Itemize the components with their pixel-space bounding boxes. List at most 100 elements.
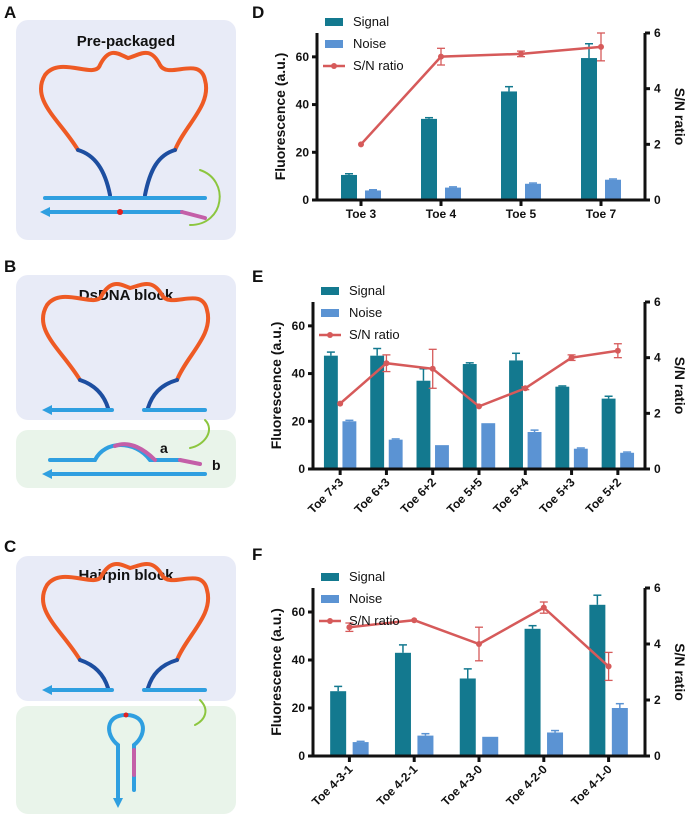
noise-bar: [611, 708, 628, 756]
signal-bar: [509, 360, 523, 469]
signal-bar: [462, 364, 477, 469]
x-tick-label: Toe 4: [426, 207, 457, 221]
y-axis-label: Fluorescence (a.u.): [268, 608, 284, 736]
panel-a-background: [16, 20, 236, 240]
noise-bar: [620, 452, 635, 469]
signal-bar: [581, 58, 597, 200]
legend-noise-swatch: [325, 40, 343, 48]
y-tick-label: 40: [296, 98, 310, 112]
x-tick-label: Toe 4-1-0: [568, 762, 615, 809]
y-tick-label: 20: [292, 701, 306, 715]
y-axis-label: Fluorescence (a.u.): [272, 53, 288, 181]
sn-ratio-point: [429, 365, 436, 372]
legend-signal-label: Signal: [349, 569, 385, 584]
noise-bar: [605, 179, 621, 200]
y-tick-label: 60: [292, 319, 306, 333]
noise-bar: [435, 445, 449, 469]
noise-bar: [445, 187, 461, 200]
legend-ratio-point: [327, 618, 333, 624]
dsdna-block-diagram: [40, 282, 211, 479]
legend-noise-label: Noise: [349, 591, 382, 606]
legend-noise-swatch: [321, 595, 339, 603]
x-tick-label: Toe 3: [346, 207, 377, 221]
panel-label-d: D: [252, 3, 264, 22]
legend-ratio-point: [331, 63, 337, 69]
sn-ratio-point: [411, 617, 418, 624]
panel-b-background: [16, 275, 236, 420]
y-tick-label: 20: [296, 145, 310, 159]
sn-ratio-point: [358, 141, 364, 148]
signal-bar: [421, 118, 437, 200]
noise-bar: [365, 190, 381, 200]
x-tick-label: Toe 5+2: [583, 475, 624, 516]
x-tick-label: Toe 4-3-0: [439, 762, 486, 809]
signal-bar: [341, 174, 357, 200]
noise-bar: [527, 432, 542, 469]
noise-bar: [352, 742, 369, 756]
y2-tick-label: 0: [654, 462, 661, 476]
sn-ratio-point: [383, 360, 390, 367]
legend-noise-swatch: [321, 309, 339, 317]
y2-tick-label: 4: [654, 82, 661, 96]
sn-ratio-line: [360, 45, 602, 146]
legend-signal-swatch: [321, 287, 339, 295]
noise-bar: [525, 183, 541, 200]
x-tick-label: Toe 6+3: [351, 475, 392, 516]
y-tick-label: 40: [292, 367, 306, 381]
signal-bar: [370, 355, 385, 469]
y2-axis-label: S/N ratio: [672, 643, 688, 701]
legend-signal-swatch: [325, 18, 343, 26]
x-tick-label: Toe 5+3: [537, 475, 578, 516]
sn-ratio-point: [605, 663, 612, 670]
y-axis-label: Fluorescence (a.u.): [268, 322, 284, 450]
sn-ratio-point: [598, 43, 604, 50]
noise-bar: [417, 735, 434, 756]
signal-bar: [589, 604, 606, 756]
y2-tick-label: 2: [654, 693, 661, 707]
x-tick-label: Toe 5: [506, 207, 537, 221]
sn-ratio-point: [518, 50, 524, 57]
toehold-label-a: a: [160, 440, 168, 456]
y-tick-label: 60: [296, 50, 310, 64]
sn-ratio-point: [568, 354, 575, 361]
noise-bar: [573, 448, 588, 469]
y-tick-label: 40: [292, 653, 306, 667]
y-tick-label: 0: [302, 193, 309, 207]
x-tick-label: Toe 7+3: [305, 475, 346, 516]
y-tick-label: 60: [292, 605, 306, 619]
y2-tick-label: 0: [654, 749, 661, 763]
noise-bar: [342, 421, 357, 469]
signal-bar: [524, 628, 541, 756]
x-tick-label: Toe 5+4: [490, 475, 531, 516]
y2-tick-label: 4: [654, 351, 661, 365]
y2-tick-label: 2: [654, 406, 661, 420]
sn-ratio-point: [438, 53, 444, 60]
hairpin-block-diagram: [40, 562, 211, 808]
noise-bar: [482, 736, 499, 756]
y2-axis-label: S/N ratio: [672, 357, 688, 415]
sn-ratio-point: [540, 604, 547, 611]
sn-ratio-point: [522, 385, 529, 392]
x-tick-label: Toe 4-2-0: [503, 762, 550, 809]
x-tick-label: Toe 4-3-1: [309, 762, 356, 809]
panel-c-lower-background: [16, 706, 236, 814]
signal-bar: [416, 380, 431, 469]
panel-label-e: E: [252, 267, 263, 286]
sn-ratio-point: [346, 624, 353, 631]
y-tick-label: 20: [292, 414, 306, 428]
legend-ratio-point: [327, 332, 333, 338]
signal-bar: [555, 386, 570, 469]
x-tick-label: Toe 7: [586, 207, 617, 221]
legend-signal-label: Signal: [353, 14, 389, 29]
sn-ratio-point: [476, 403, 482, 410]
signal-bar: [459, 678, 476, 756]
legend-signal-label: Signal: [349, 283, 385, 298]
signal-bar: [323, 355, 338, 469]
y-tick-label: 0: [298, 462, 305, 476]
signal-bar: [394, 652, 411, 756]
panel-label-b: B: [4, 257, 16, 276]
signal-bar: [501, 91, 517, 200]
legend-ratio-label: S/N ratio: [349, 327, 400, 342]
y2-tick-label: 0: [654, 193, 661, 207]
